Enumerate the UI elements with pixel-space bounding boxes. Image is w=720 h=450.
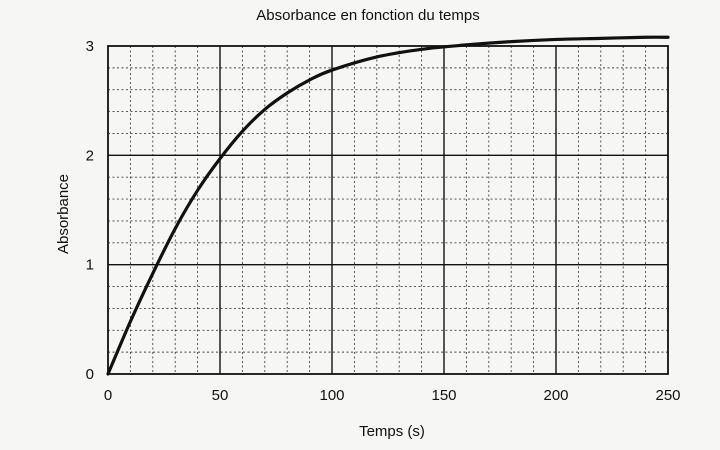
y-tick-label: 1 (86, 257, 94, 274)
x-tick-label: 0 (104, 387, 112, 404)
y-tick-label: 0 (86, 366, 94, 383)
y-axis-label: Absorbance (55, 174, 72, 254)
x-tick-label: 200 (543, 387, 568, 404)
x-tick-label: 100 (319, 387, 344, 404)
minor-grid (108, 46, 668, 374)
data-points (106, 36, 669, 376)
x-tick-labels: 0 50 100 150 200 250 (104, 387, 681, 404)
x-tick-label: 50 (212, 387, 229, 404)
x-axis-label: Temps (s) (359, 423, 425, 440)
major-grid (108, 46, 668, 374)
x-tick-label: 250 (655, 387, 680, 404)
y-tick-label: 2 (86, 147, 94, 164)
plot-frame (107, 45, 669, 375)
chart-title: Absorbance en fonction du temps (256, 7, 479, 24)
x-tick-label: 150 (431, 387, 456, 404)
series-line (106, 35, 670, 376)
y-tick-label: 3 (86, 38, 94, 55)
y-tick-labels: 0 1 2 3 (86, 38, 94, 383)
